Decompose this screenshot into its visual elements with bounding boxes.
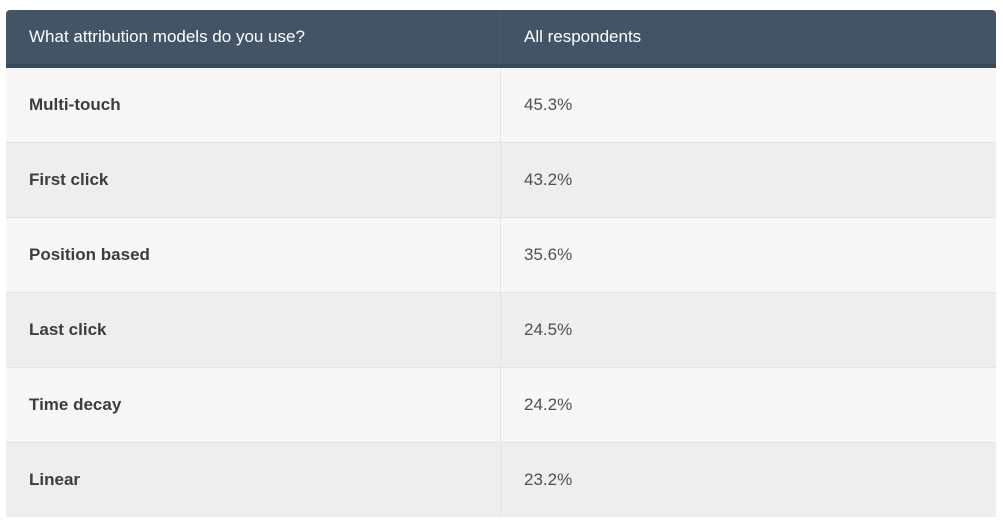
model-name-cell: Time decay (6, 368, 501, 442)
table-row: Time decay 24.2% (6, 368, 996, 443)
table-row: Position based 35.6% (6, 218, 996, 293)
table-row: Multi-touch 45.3% (6, 68, 996, 143)
table-row: First click 43.2% (6, 143, 996, 218)
respondents-value-cell: 43.2% (524, 170, 573, 189)
model-name-cell: Last click (6, 293, 501, 367)
table-row: Linear 23.2% (6, 443, 996, 517)
column-header-model: What attribution models do you use? (6, 10, 501, 64)
model-name-cell: Position based (6, 218, 501, 292)
respondents-value-cell: 35.6% (524, 245, 573, 264)
column-header-respondents: All respondents (524, 27, 642, 46)
model-name-cell: First click (6, 143, 501, 217)
respondents-value-cell: 23.2% (524, 470, 573, 489)
respondents-value-cell: 24.5% (524, 320, 573, 339)
table-body: Multi-touch 45.3% First click 43.2% Posi… (6, 68, 996, 517)
attribution-table: What attribution models do you use? All … (6, 10, 996, 517)
model-name-cell: Multi-touch (6, 68, 501, 142)
model-name-cell: Linear (6, 443, 501, 517)
respondents-value-cell: 24.2% (524, 395, 573, 414)
respondents-value-cell: 45.3% (524, 95, 573, 114)
table-row: Last click 24.5% (6, 293, 996, 368)
table-header: What attribution models do you use? All … (6, 10, 996, 68)
